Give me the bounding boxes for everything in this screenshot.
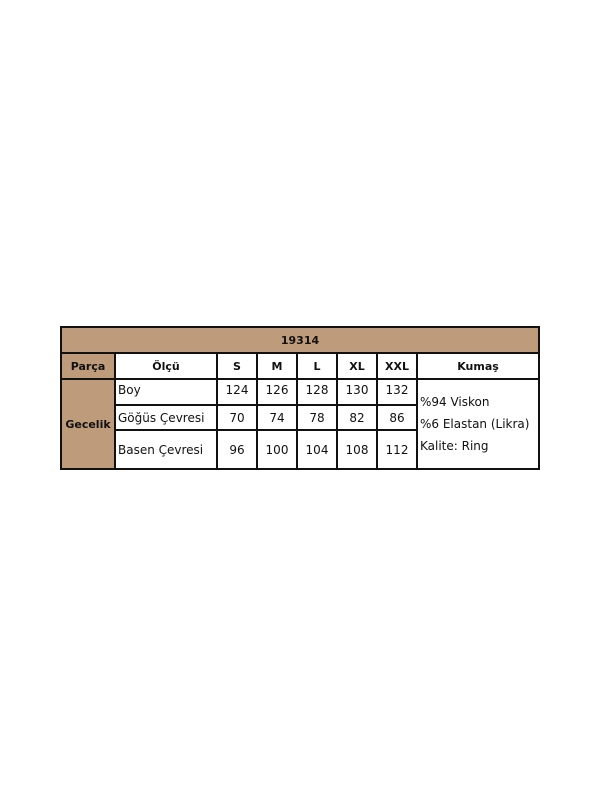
row-label: Boy	[115, 379, 217, 405]
size-value: 128	[297, 379, 337, 405]
size-value: 100	[257, 430, 297, 469]
size-value: 74	[257, 405, 297, 430]
size-value: 82	[337, 405, 377, 430]
size-value: 124	[217, 379, 257, 405]
size-value: 112	[377, 430, 417, 469]
size-value: 96	[217, 430, 257, 469]
size-value: 86	[377, 405, 417, 430]
size-value: 104	[297, 430, 337, 469]
header-s: S	[217, 353, 257, 379]
row-label: Göğüs Çevresi	[115, 405, 217, 430]
header-xxl: XXL	[377, 353, 417, 379]
size-value: 132	[377, 379, 417, 405]
header-part: Parça	[61, 353, 115, 379]
table-title: 19314	[61, 327, 539, 353]
fabric-line: %94 Viskon	[420, 395, 490, 409]
size-value: 126	[257, 379, 297, 405]
size-value: 70	[217, 405, 257, 430]
fabric-line: Kalite: Ring	[420, 439, 489, 453]
size-value: 108	[337, 430, 377, 469]
fabric-line: %6 Elastan (Likra)	[420, 417, 530, 431]
part-name: Gecelik	[61, 379, 115, 469]
size-value: 78	[297, 405, 337, 430]
header-l: L	[297, 353, 337, 379]
size-value: 130	[337, 379, 377, 405]
fabric-cell: %94 Viskon %6 Elastan (Likra) Kalite: Ring	[417, 379, 539, 469]
row-label: Basen Çevresi	[115, 430, 217, 469]
header-measure: Ölçü	[115, 353, 217, 379]
header-m: M	[257, 353, 297, 379]
header-xl: XL	[337, 353, 377, 379]
header-fabric: Kumaş	[417, 353, 539, 379]
